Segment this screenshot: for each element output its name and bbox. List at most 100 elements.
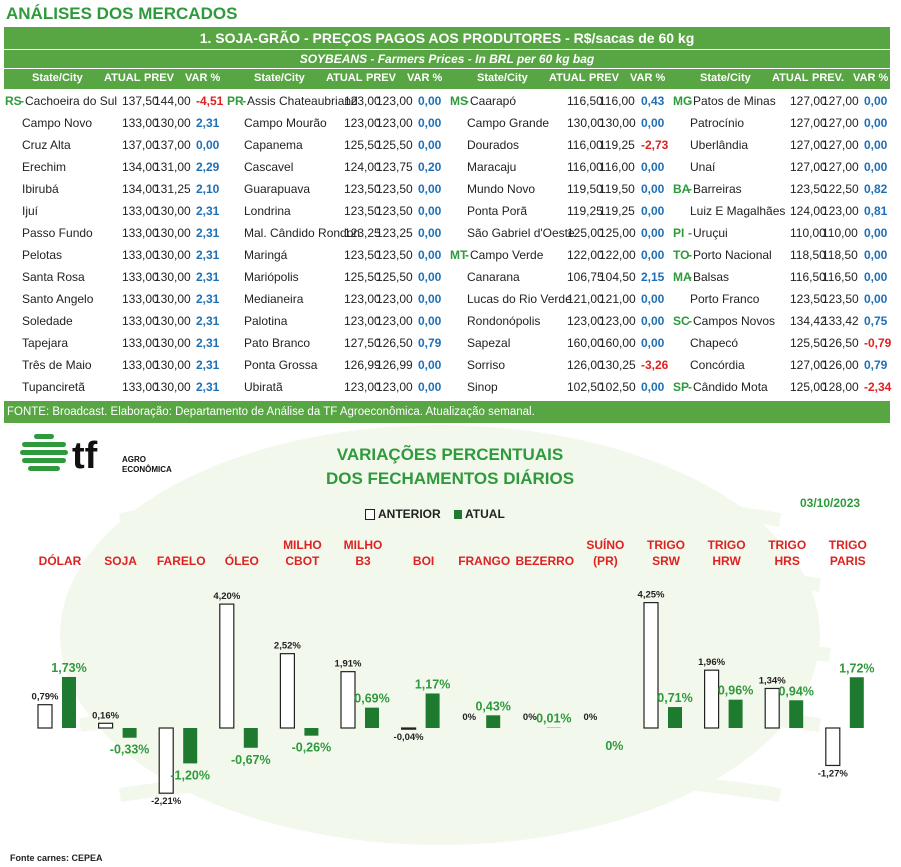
price-atual: 124,00 bbox=[790, 204, 827, 218]
city-name: Mal. Cândido Rondon bbox=[244, 226, 361, 240]
city-name: Campos Novos bbox=[693, 314, 776, 328]
var-percent: 2,10 bbox=[196, 182, 220, 196]
var-percent: 0,00 bbox=[641, 314, 665, 328]
price-prev: 104,50 bbox=[599, 270, 636, 284]
bar-anterior bbox=[158, 727, 174, 794]
table-header-cell: State/City bbox=[700, 72, 751, 84]
bar-anterior bbox=[643, 602, 659, 729]
price-prev: 123,50 bbox=[376, 204, 413, 218]
data-label-anterior: 0% bbox=[523, 712, 537, 723]
var-percent: 0,82 bbox=[864, 182, 888, 196]
price-atual: 110,00 bbox=[790, 226, 826, 240]
city-name: Ubiratã bbox=[244, 380, 283, 394]
bar-atual bbox=[728, 699, 743, 728]
price-prev: 116,00 bbox=[599, 94, 635, 108]
price-prev: 123,25 bbox=[376, 226, 413, 240]
city-name: Erechim bbox=[22, 160, 67, 174]
category-label: MILHO bbox=[344, 538, 383, 552]
var-percent: -2,34 bbox=[864, 380, 892, 394]
var-percent: 0,00 bbox=[864, 226, 888, 240]
price-prev: 118,50 bbox=[822, 248, 858, 262]
city-name: Patrocínio bbox=[690, 116, 745, 130]
var-percent: 2,31 bbox=[196, 226, 220, 240]
var-percent: 0,43 bbox=[641, 94, 665, 108]
price-atual: 123,00 bbox=[344, 94, 381, 108]
price-atual: 133,00 bbox=[122, 248, 159, 262]
table-row: Ibirubá 134,00 131,25 2,10 Guarapuava 123,50 1… bbox=[4, 178, 890, 200]
price-atual: 116,50 bbox=[790, 270, 826, 284]
table-footer-source: FONTE: Broadcast. Elaboração: Departamen… bbox=[4, 401, 890, 423]
price-prev: 130,00 bbox=[154, 336, 191, 350]
var-percent: 0,00 bbox=[418, 138, 442, 152]
table-row: Tupanciretã 133,00 130,00 2,31 Ubiratã 123,00… bbox=[4, 376, 892, 398]
price-prev: 119,25 bbox=[599, 204, 635, 218]
price-prev: 126,50 bbox=[822, 336, 859, 350]
state-separator: - bbox=[465, 94, 469, 108]
bar-atual bbox=[122, 728, 137, 738]
var-percent: 0,00 bbox=[864, 138, 888, 152]
price-atual: 126,00 bbox=[567, 358, 604, 372]
category-label: FARELO bbox=[157, 554, 206, 568]
table-row: Três de Maio 133,00 130,00 2,31 Ponta Grossa… bbox=[4, 354, 890, 376]
price-prev: 128,00 bbox=[822, 380, 859, 394]
category-label: ÓLEO bbox=[225, 553, 259, 568]
var-percent: 2,31 bbox=[196, 116, 220, 130]
price-prev: 130,00 bbox=[154, 358, 191, 372]
table-row: Tapejara 133,00 130,00 2,31 Pato Branco 127,5… bbox=[4, 332, 891, 354]
var-percent: 0,00 bbox=[641, 204, 665, 218]
var-percent: 2,31 bbox=[196, 270, 220, 284]
city-name: Campo Verde bbox=[470, 248, 544, 262]
price-prev: 130,00 bbox=[154, 270, 191, 284]
city-name: Santo Angelo bbox=[22, 292, 94, 306]
price-prev: 116,50 bbox=[822, 270, 858, 284]
table-header-cell: PREV. bbox=[812, 72, 845, 84]
city-name: Capanema bbox=[244, 138, 303, 152]
var-percent: 0,00 bbox=[641, 336, 665, 350]
legend-atual-label: ATUAL bbox=[465, 507, 505, 521]
city-name: Soledade bbox=[22, 314, 73, 328]
city-name: Concórdia bbox=[690, 358, 745, 372]
var-percent: 0,00 bbox=[864, 116, 888, 130]
data-label-atual: 0,43% bbox=[475, 699, 510, 713]
city-name: Rondonópolis bbox=[467, 314, 541, 328]
city-name: Luiz E Magalhães bbox=[690, 204, 786, 218]
state-code: MS bbox=[450, 94, 468, 108]
city-name: Guarapuava bbox=[244, 182, 311, 196]
price-prev: 130,00 bbox=[154, 292, 191, 306]
price-atual: 127,50 bbox=[344, 336, 381, 350]
price-atual: 123,50 bbox=[790, 292, 827, 306]
bar-anterior bbox=[340, 671, 356, 729]
bar-atual bbox=[425, 693, 440, 728]
var-percent: 0,00 bbox=[418, 116, 442, 130]
price-atual: 125,00 bbox=[567, 226, 604, 240]
var-percent: -3,26 bbox=[641, 358, 669, 372]
state-code: SP bbox=[673, 380, 690, 394]
bar-anterior bbox=[97, 722, 114, 729]
city-name: Maringá bbox=[244, 248, 288, 262]
city-name: Passo Fundo bbox=[22, 226, 93, 240]
price-atual: 134,42 bbox=[790, 314, 827, 328]
data-label-anterior: 1,34% bbox=[759, 675, 786, 686]
table-row: Santa Rosa 133,00 130,00 2,31 Mariópolis 125,… bbox=[4, 266, 890, 288]
category-label: SRW bbox=[652, 554, 680, 568]
data-label-atual: 1,17% bbox=[415, 677, 450, 691]
var-percent: 0,81 bbox=[864, 204, 888, 218]
var-percent: 0,20 bbox=[418, 160, 442, 174]
var-percent: 2,31 bbox=[196, 204, 220, 218]
page-title: ANÁLISES DOS MERCADOS bbox=[6, 4, 238, 23]
bar-anterior bbox=[279, 653, 295, 729]
price-atual: 130,00 bbox=[567, 116, 604, 130]
logo-line1: AGRO bbox=[122, 455, 146, 464]
var-percent: 0,00 bbox=[641, 248, 665, 262]
state-separator: - bbox=[465, 248, 469, 262]
city-name: Sapezal bbox=[467, 336, 511, 350]
price-prev: 123,00 bbox=[376, 380, 413, 394]
price-atual: 116,50 bbox=[567, 94, 603, 108]
table-body: RS - Cachoeira do Sul 137,50 144,00 -4,51 PR - A… bbox=[4, 89, 892, 398]
state-code: PI bbox=[673, 226, 685, 240]
price-prev: 123,00 bbox=[376, 314, 413, 328]
category-label: TRIGO bbox=[647, 538, 685, 552]
var-percent: 0,75 bbox=[864, 314, 888, 328]
table-header-cell: VAR % bbox=[853, 72, 889, 84]
price-atual: 123,00 bbox=[344, 292, 381, 306]
